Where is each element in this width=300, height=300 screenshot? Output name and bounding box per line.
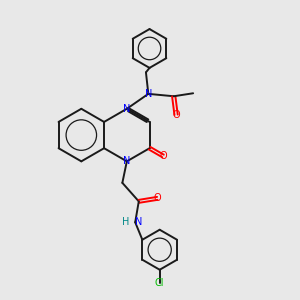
Text: N: N: [123, 156, 130, 166]
Text: H: H: [122, 217, 129, 227]
Text: N: N: [135, 217, 142, 227]
Text: O: O: [154, 194, 161, 203]
Text: O: O: [172, 110, 180, 120]
Text: N: N: [123, 104, 130, 114]
Text: N: N: [145, 89, 152, 99]
Text: O: O: [159, 151, 167, 161]
Text: Cl: Cl: [155, 278, 164, 288]
